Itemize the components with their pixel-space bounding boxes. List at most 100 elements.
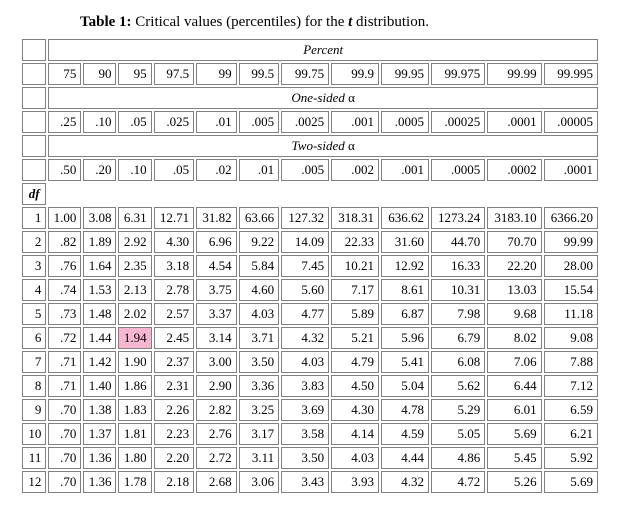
one-sided-cell: .00005 [544,111,598,133]
value-cell: 2.92 [118,231,151,253]
one-sided-text: One-sided [291,90,348,105]
value-cell: 1.37 [83,423,116,445]
value-cell: 2.23 [154,423,195,445]
value-cell: 2.57 [154,303,195,325]
value-cell: .71 [48,351,81,373]
value-cell: 12.92 [381,255,429,277]
table-row: 8.711.401.862.312.903.363.834.505.045.62… [22,375,598,397]
value-cell: 3183.10 [487,207,541,229]
value-cell: 636.62 [381,207,429,229]
value-cell: 6.79 [431,327,485,349]
percent-cell: 99.75 [281,63,329,85]
value-cell: .70 [48,423,81,445]
df-cell: 8 [22,375,46,397]
value-cell: 31.60 [381,231,429,253]
df-cell: 11 [22,447,46,469]
value-cell: 4.30 [331,399,379,421]
value-cell: 63.66 [239,207,280,229]
value-cell: 3.58 [281,423,329,445]
value-cell: 5.29 [431,399,485,421]
one-sided-header-row: One-sided α [22,87,598,109]
one-sided-cell: .10 [83,111,116,133]
two-sided-values-row: .50.20.10.05.02.01.005.002.001.0005.0002… [22,159,598,181]
value-cell: 9.68 [487,303,541,325]
two-sided-cell: .0002 [487,159,541,181]
value-cell: 4.03 [281,351,329,373]
one-sided-cell: .0005 [381,111,429,133]
value-cell: 4.77 [281,303,329,325]
value-cell: 5.05 [431,423,485,445]
value-cell: 3.43 [281,471,329,493]
value-cell: 3.75 [196,279,237,301]
value-cell: .82 [48,231,81,253]
table-row: 4.741.532.132.783.754.605.607.178.6110.3… [22,279,598,301]
value-cell: 1.36 [83,471,116,493]
alpha-symbol: α [348,90,355,105]
blank-span [48,183,598,205]
value-cell: 4.03 [331,447,379,469]
value-cell: 3.37 [196,303,237,325]
value-cell: 4.32 [381,471,429,493]
value-cell: 2.26 [154,399,195,421]
value-cell: 8.02 [487,327,541,349]
df-label: df [22,183,46,205]
alpha-symbol: α [348,138,355,153]
value-cell: 10.21 [331,255,379,277]
value-cell: 2.31 [154,375,195,397]
value-cell: 5.92 [544,447,598,469]
value-cell: 2.45 [154,327,195,349]
value-cell: 4.59 [381,423,429,445]
value-cell: 3.69 [281,399,329,421]
df-cell: 3 [22,255,46,277]
table-row: 6.721.441.942.453.143.714.325.215.966.79… [22,327,598,349]
value-cell: 15.54 [544,279,598,301]
value-cell: 4.72 [431,471,485,493]
blank-cell [22,159,46,181]
value-cell: 1.42 [83,351,116,373]
percent-cell: 99.9 [331,63,379,85]
value-cell: 3.50 [281,447,329,469]
value-cell: 318.31 [331,207,379,229]
value-cell: 1.80 [118,447,151,469]
two-sided-cell: .02 [196,159,237,181]
title-prefix: Table 1: [80,14,132,30]
value-cell: 2.37 [154,351,195,373]
value-cell: 13.03 [487,279,541,301]
value-cell: 3.93 [331,471,379,493]
value-cell: 1.89 [83,231,116,253]
value-cell: 5.41 [381,351,429,373]
value-cell: 4.54 [196,255,237,277]
value-cell: .74 [48,279,81,301]
df-cell: 12 [22,471,46,493]
value-cell: 22.33 [331,231,379,253]
value-cell: 5.04 [381,375,429,397]
value-cell: 3.11 [239,447,280,469]
two-sided-header: Two-sided α [48,135,598,157]
value-cell: 1.53 [83,279,116,301]
value-cell: 1.81 [118,423,151,445]
value-cell: 14.09 [281,231,329,253]
two-sided-cell: .0005 [431,159,485,181]
value-cell: .70 [48,399,81,421]
two-sided-cell: .005 [281,159,329,181]
one-sided-cell: .00025 [431,111,485,133]
df-cell: 6 [22,327,46,349]
value-cell: 6.96 [196,231,237,253]
value-cell: 5.84 [239,255,280,277]
table-row: 9.701.381.832.262.823.253.694.304.785.29… [22,399,598,421]
value-cell: 9.08 [544,327,598,349]
value-cell: .70 [48,471,81,493]
percent-cell: 75 [48,63,81,85]
percent-cell: 99.995 [544,63,598,85]
value-cell: 6.44 [487,375,541,397]
value-cell: 3.17 [239,423,280,445]
value-cell: 70.70 [487,231,541,253]
value-cell: 7.06 [487,351,541,373]
two-sided-text: Two-sided [292,138,348,153]
blank-cell [22,87,46,109]
value-cell: 6.21 [544,423,598,445]
percent-cell: 95 [118,63,151,85]
percent-cell: 99.5 [239,63,280,85]
value-cell: 5.62 [431,375,485,397]
table-row: 5.731.482.022.573.374.034.775.896.877.98… [22,303,598,325]
